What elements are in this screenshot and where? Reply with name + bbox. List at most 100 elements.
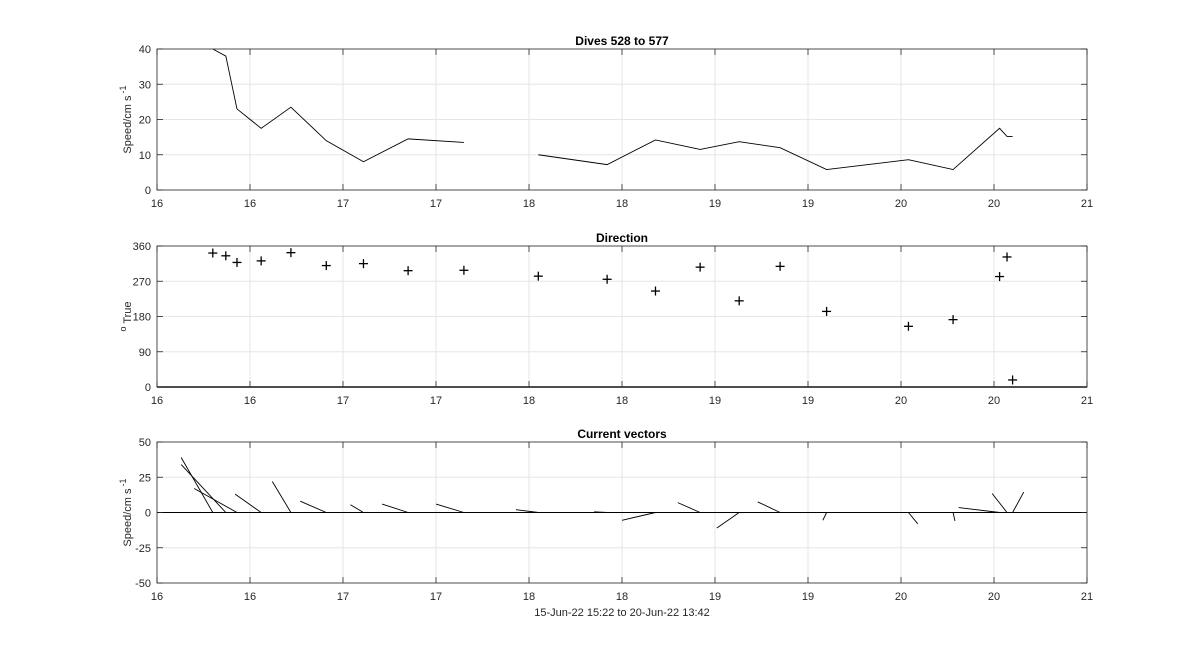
current-vector — [435, 503, 465, 513]
x-tick-label: 16 — [244, 591, 256, 603]
x-tick-label: 16 — [151, 395, 163, 407]
x-tick-label: 17 — [430, 591, 442, 603]
y-axis-label: Speed/cm s -1 — [118, 85, 134, 153]
direction-point — [221, 251, 231, 261]
x-tick-label: 19 — [802, 395, 814, 407]
x-tick-label: 19 — [709, 395, 721, 407]
direction-point — [358, 259, 368, 269]
degree-symbol: o — [118, 327, 128, 332]
direction-point — [256, 256, 266, 266]
y-tick-label: 90 — [139, 347, 151, 359]
x-tick-label: 18 — [616, 591, 628, 603]
ylabel-text: Speed/cm s — [122, 488, 134, 547]
direction-point — [650, 286, 660, 296]
x-tick-label: 16 — [244, 198, 256, 210]
x-tick-label: 20 — [895, 198, 907, 210]
y-tick-label: 30 — [139, 79, 151, 91]
current-vector — [381, 503, 409, 513]
current-vector — [952, 512, 956, 522]
subplot-3: 16 16 17 17 18 18 19 19 20 20 21 -50 -25 0 25 50 Current… — [118, 427, 1093, 619]
x-tick-label: 18 — [616, 395, 628, 407]
y-axis-label: Speed/cm s -1 — [118, 478, 134, 546]
direction-point — [734, 296, 744, 306]
x-tick-label: 16 — [151, 198, 163, 210]
y-tick-label: 50 — [139, 437, 151, 449]
x-tick-label: 17 — [337, 591, 349, 603]
current-vector — [1012, 491, 1025, 513]
subplot-title: Current vectors — [577, 427, 667, 441]
x-tick-label: 17 — [337, 395, 349, 407]
y-tick-label: 20 — [139, 115, 151, 127]
current-vector — [300, 500, 327, 513]
y-tick-label: 25 — [139, 472, 151, 484]
current-vector — [716, 512, 740, 529]
current-vector — [908, 512, 919, 525]
x-tick-label: 18 — [523, 198, 535, 210]
x-tick-label: 21 — [1081, 591, 1093, 603]
direction-point — [459, 265, 469, 275]
y-tick-label: 270 — [133, 276, 151, 288]
direction-point — [903, 321, 913, 331]
x-tick-label: 18 — [616, 198, 628, 210]
x-tick-label: 17 — [430, 395, 442, 407]
current-vector — [991, 493, 1008, 513]
current-vector — [958, 507, 1000, 513]
y-tick-label: 360 — [133, 241, 151, 253]
x-tick-label: 18 — [523, 395, 535, 407]
x-tick-label: 20 — [895, 591, 907, 603]
y-axis-label: o True — [118, 301, 134, 331]
y-tick-label: 0 — [145, 508, 151, 520]
x-tick-label: 16 — [244, 395, 256, 407]
direction-point — [822, 306, 832, 316]
x-tick-label: 20 — [988, 395, 1000, 407]
speed-line-segment-1 — [212, 48, 464, 163]
ylabel-exponent: -1 — [118, 478, 128, 486]
current-vector — [757, 501, 781, 513]
x-tick-label: 20 — [895, 395, 907, 407]
subplot-1: 16 16 17 17 18 18 19 19 20 20 21 0 10 20 30 40 Dives 528… — [118, 34, 1093, 210]
subplot-title: Dives 528 to 577 — [575, 34, 669, 48]
direction-point — [533, 271, 543, 281]
y-tick-label: -50 — [135, 578, 151, 590]
y-tick-label: 0 — [145, 185, 151, 197]
direction-point — [1008, 375, 1018, 385]
direction-point — [695, 262, 705, 272]
current-vector — [180, 457, 214, 513]
subplot-title: Direction — [596, 231, 648, 245]
x-axis-label: 15-Jun-22 15:22 to 20-Jun-22 13:42 — [534, 607, 710, 619]
x-tick-label: 19 — [802, 198, 814, 210]
y-tick-label: 40 — [139, 44, 151, 56]
x-tick-label: 21 — [1081, 198, 1093, 210]
direction-point — [995, 272, 1005, 282]
current-vector — [350, 504, 364, 513]
direction-point — [321, 261, 331, 271]
current-vector — [193, 488, 238, 513]
direction-point — [948, 315, 958, 325]
x-tick-label: 17 — [337, 198, 349, 210]
direction-point — [208, 248, 218, 258]
direction-point — [286, 248, 296, 258]
x-tick-label: 21 — [1081, 395, 1093, 407]
x-tick-label: 17 — [430, 198, 442, 210]
true-label: True — [122, 301, 134, 326]
current-vector — [621, 512, 656, 521]
direction-point — [775, 261, 785, 271]
current-vector — [677, 502, 701, 513]
y-tick-label: 10 — [139, 150, 151, 162]
x-tick-label: 19 — [709, 198, 721, 210]
speed-line-segment-2 — [538, 127, 1013, 171]
current-vector — [515, 509, 539, 513]
current-vector — [271, 481, 292, 513]
current-vector — [234, 493, 262, 513]
x-tick-label: 16 — [151, 591, 163, 603]
ylabel-exponent: -1 — [118, 85, 128, 93]
direction-point — [1002, 252, 1012, 262]
ylabel-text: Speed/cm s — [122, 95, 134, 154]
direction-point — [232, 257, 242, 267]
direction-point — [403, 266, 413, 276]
y-tick-label: 0 — [145, 382, 151, 394]
direction-point — [602, 274, 612, 284]
x-tick-label: 19 — [709, 591, 721, 603]
x-tick-label: 18 — [523, 591, 535, 603]
